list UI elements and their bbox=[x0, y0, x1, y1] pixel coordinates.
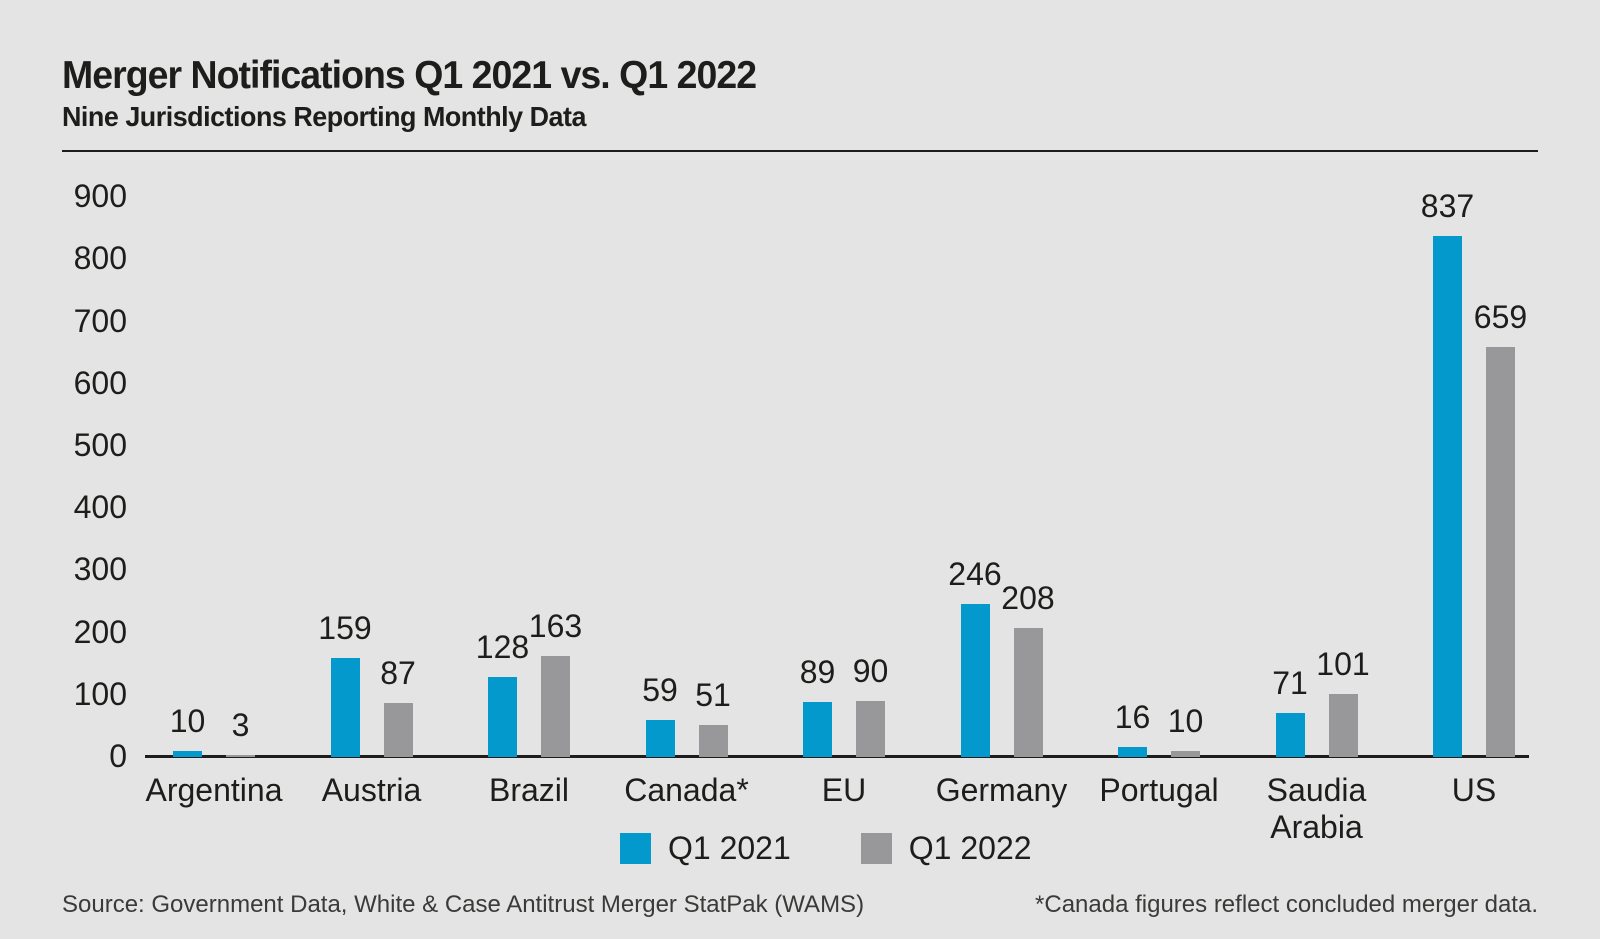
category-label-austria: Austria bbox=[321, 772, 422, 808]
value-label-q1-2021-saudia-arabia: 71 bbox=[1272, 665, 1308, 701]
value-label-q1-2022-canada: 51 bbox=[695, 677, 731, 713]
legend-swatch-q1-2022 bbox=[860, 833, 892, 864]
bar-q1-2021-us bbox=[1433, 236, 1462, 757]
bar-q1-2022-canada bbox=[698, 725, 728, 757]
bar-q1-2022-saudia-arabia bbox=[1328, 694, 1358, 757]
bar-q1-2022-argentina bbox=[226, 755, 255, 757]
category-label-argentina: Argentina bbox=[145, 772, 283, 808]
bar-q1-2022-portugal bbox=[1171, 751, 1200, 757]
footer-note: *Canada figures reflect concluded merger… bbox=[1035, 891, 1538, 918]
value-label-q1-2022-us: 659 bbox=[1473, 299, 1528, 335]
y-tick-label-400: 400 bbox=[73, 488, 127, 525]
value-label-q1-2022-austria: 87 bbox=[380, 655, 416, 691]
bar-q1-2021-germany bbox=[960, 604, 990, 757]
value-label-q1-2021-argentina: 10 bbox=[169, 703, 206, 739]
value-label-q1-2021-us: 837 bbox=[1420, 188, 1475, 224]
category-label-saudia-arabia: Saudia Arabia bbox=[1266, 772, 1367, 845]
value-label-q1-2022-brazil: 163 bbox=[528, 608, 583, 644]
legend-item-q1-2021: Q1 2021 bbox=[620, 830, 791, 867]
y-tick-label-100: 100 bbox=[73, 675, 127, 712]
header-divider bbox=[62, 150, 1538, 152]
footer-source: Source: Government Data, White & Case An… bbox=[62, 891, 865, 918]
y-tick-label-200: 200 bbox=[73, 613, 127, 650]
category-label-brazil: Brazil bbox=[488, 772, 569, 808]
legend: Q1 2021 Q1 2022 bbox=[620, 830, 1032, 867]
y-tick-label-600: 600 bbox=[73, 364, 127, 401]
bar-q1-2021-saudia-arabia bbox=[1275, 713, 1305, 757]
value-label-q1-2021-austria: 159 bbox=[318, 610, 372, 646]
value-label-q1-2021-eu: 89 bbox=[799, 654, 836, 690]
category-label-germany: Germany bbox=[935, 772, 1068, 808]
x-axis-line bbox=[145, 755, 1529, 758]
category-label-us: US bbox=[1451, 772, 1497, 808]
bar-q1-2022-us bbox=[1486, 347, 1515, 757]
legend-label-q1-2021: Q1 2021 bbox=[668, 830, 791, 866]
bar-q1-2022-eu bbox=[856, 701, 885, 757]
value-label-q1-2022-germany: 208 bbox=[1001, 580, 1055, 616]
y-tick-label-800: 800 bbox=[73, 240, 127, 277]
y-tick-label-700: 700 bbox=[73, 302, 127, 339]
y-tick-label-0: 0 bbox=[109, 737, 127, 774]
bar-q1-2021-canada bbox=[645, 720, 675, 757]
bar-q1-2022-brazil bbox=[541, 656, 570, 757]
value-label-q1-2021-portugal: 16 bbox=[1114, 699, 1151, 735]
value-label-q1-2021-brazil: 128 bbox=[475, 629, 530, 665]
category-label-eu: EU bbox=[821, 772, 867, 808]
value-label-q1-2022-saudia-arabia: 101 bbox=[1316, 646, 1370, 682]
bar-q1-2021-eu bbox=[803, 702, 832, 757]
chart-subtitle: Nine Jurisdictions Reporting Monthly Dat… bbox=[62, 101, 586, 132]
value-label-q1-2022-argentina: 3 bbox=[231, 707, 250, 743]
value-label-q1-2022-portugal: 10 bbox=[1167, 703, 1204, 739]
y-tick-label-300: 300 bbox=[73, 551, 127, 588]
bar-q1-2021-brazil bbox=[488, 677, 517, 757]
category-label-canada: Canada* bbox=[624, 772, 749, 808]
bar-q1-2021-portugal bbox=[1118, 747, 1147, 757]
legend-item-q1-2022: Q1 2022 bbox=[860, 830, 1032, 867]
bar-q1-2021-austria bbox=[330, 658, 360, 757]
bar-q1-2022-austria bbox=[383, 703, 413, 757]
y-tick-label-900: 900 bbox=[73, 177, 127, 214]
bar-q1-2022-germany bbox=[1013, 628, 1043, 757]
y-tick-label-500: 500 bbox=[73, 426, 127, 463]
legend-label-q1-2022: Q1 2022 bbox=[908, 830, 1032, 866]
value-label-q1-2021-canada: 59 bbox=[642, 672, 678, 708]
value-label-q1-2021-germany: 246 bbox=[948, 556, 1002, 592]
bar-q1-2021-argentina bbox=[173, 751, 202, 757]
value-label-q1-2022-eu: 90 bbox=[852, 653, 889, 689]
chart-title: Merger Notifications Q1 2021 vs. Q1 2022 bbox=[62, 54, 757, 97]
category-label-portugal: Portugal bbox=[1099, 772, 1219, 808]
legend-swatch-q1-2021 bbox=[620, 833, 651, 864]
